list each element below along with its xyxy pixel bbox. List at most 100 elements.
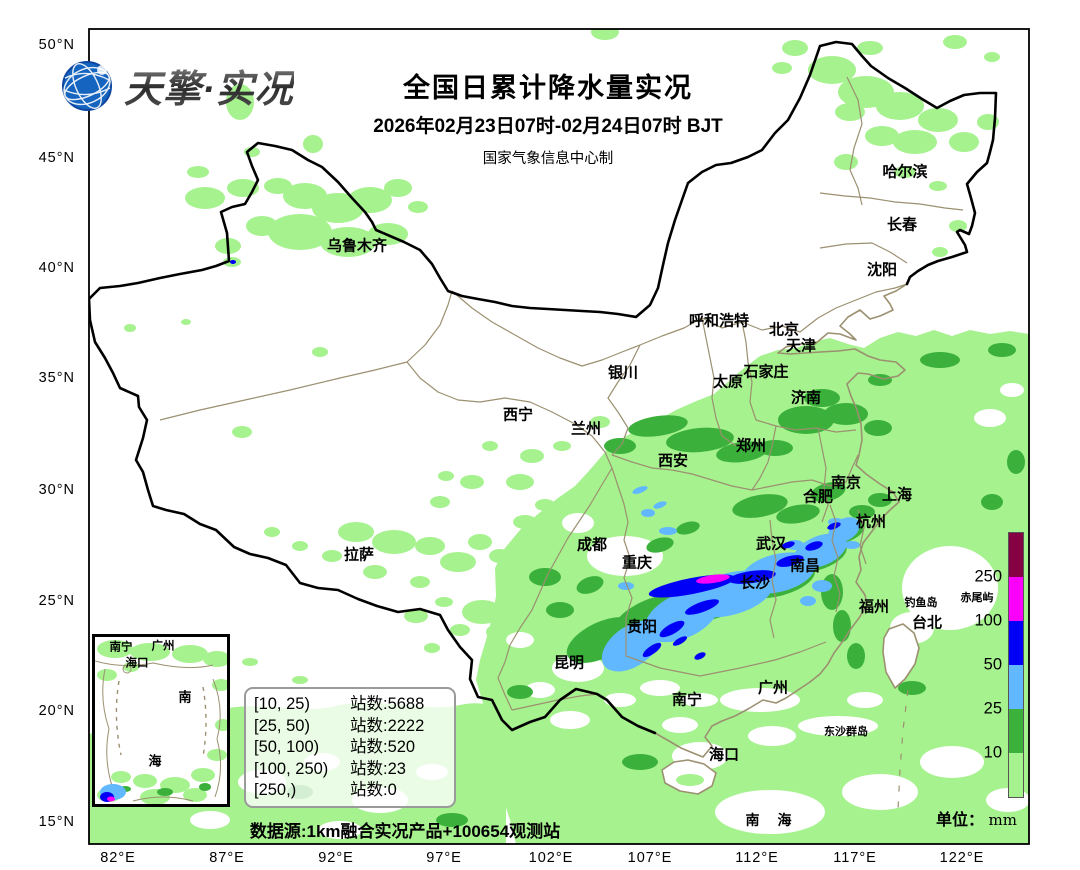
city-label-西宁: 西宁	[502, 406, 534, 424]
city-label-太原: 太原	[712, 373, 744, 391]
legend-range: [10, 25)	[254, 695, 310, 713]
lon-tick-label: 122°E	[939, 850, 985, 866]
city-label-兰州: 兰州	[570, 420, 602, 438]
unit-prefix: 单位：	[936, 812, 985, 829]
legend-row: [250,) 站数:0	[254, 780, 446, 802]
brand-name: 天擎·实况	[124, 58, 294, 113]
brand-logo: 天擎·实况	[58, 56, 294, 114]
city-label-长沙: 长沙	[739, 574, 771, 592]
lon-tick-label: 117°E	[833, 850, 877, 866]
station-count-legend: [10, 25) 站数:5688 [25, 50) 站数:2222 [50, 100) 站…	[244, 687, 456, 808]
lat-tick-label: 50°N	[38, 37, 75, 53]
lon-tick-label: 97°E	[426, 850, 462, 866]
city-label-重庆: 重庆	[621, 554, 653, 572]
legend-station-count: 站数:23	[350, 759, 406, 778]
map-producer: 国家气象信息中心制	[482, 151, 614, 167]
city-label-南宁: 南宁	[671, 691, 703, 709]
legend-station-count: 站数:0	[350, 781, 397, 799]
colorbar-tick-label: 50	[983, 655, 1002, 674]
inset-label-南宁: 南宁	[109, 641, 133, 654]
colorbar-segment	[1009, 709, 1023, 753]
globe-icon	[62, 61, 112, 111]
lon-tick-label: 82°E	[100, 850, 136, 866]
rain-magenta-layer	[696, 574, 730, 584]
lat-tick-label: 40°N	[38, 260, 75, 276]
south-china-sea-inset: 南宁 广州 海口南海	[92, 634, 230, 807]
city-label-乌鲁木齐: 乌鲁木齐	[326, 237, 388, 255]
legend-station-count: 站数:5688	[350, 695, 425, 713]
colorbar-tick-label: 10	[983, 743, 1002, 762]
city-label-哈尔滨: 哈尔滨	[882, 163, 928, 181]
legend-rows: [10, 25) 站数:5688 [25, 50) 站数:2222 [50, 100) 站…	[254, 694, 446, 802]
city-label-拉萨: 拉萨	[343, 546, 375, 564]
colorbar-segment	[1009, 577, 1023, 621]
city-label-台北: 台北	[911, 614, 943, 632]
map-period: 2026年02月23日07时-02月24日07时 BJT	[373, 116, 723, 137]
colorbar-segment	[1009, 665, 1023, 709]
sea-feature-label: 南 海	[745, 812, 799, 828]
lon-tick-label: 102°E	[528, 850, 574, 866]
city-label-北京: 北京	[768, 321, 800, 339]
lat-tick-label: 15°N	[38, 814, 75, 830]
precip-colorbar	[1008, 532, 1024, 798]
legend-range: [25, 50)	[254, 716, 310, 735]
lat-tick-label: 20°N	[38, 703, 75, 719]
lat-tick-label: 25°N	[38, 593, 75, 609]
inset-label-广州: 广州	[151, 640, 175, 653]
legend-range: [250,)	[254, 781, 297, 799]
lat-tick-label: 35°N	[38, 370, 75, 386]
city-label-长春: 长春	[886, 216, 918, 234]
city-label-广州: 广州	[757, 679, 789, 697]
colorbar-unit: 单位： mm	[936, 806, 1017, 830]
lon-tick-label: 112°E	[735, 850, 779, 866]
lon-tick-label: 107°E	[627, 850, 673, 866]
city-label-武汉: 武汉	[755, 535, 787, 553]
legend-range: [100, 250)	[254, 759, 329, 778]
inset-label-海: 海	[148, 753, 162, 769]
colorbar-tick-label: 100	[974, 611, 1002, 630]
sea-feature-label: 东沙群岛	[824, 726, 868, 738]
colorbar-tick-label: 25	[983, 699, 1002, 718]
legend-station-count: 站数:520	[350, 738, 416, 756]
inset-label-海口: 海口	[125, 657, 149, 670]
city-label-沈阳: 沈阳	[866, 261, 898, 279]
sea-feature-label: 赤尾屿	[960, 592, 994, 604]
inset-label-南: 南	[178, 689, 192, 705]
lon-tick-label: 92°E	[318, 850, 354, 866]
map-title: 全国日累计降水量实况	[403, 73, 693, 103]
lon-tick-label: 87°E	[209, 850, 245, 866]
city-label-呼和浩特: 呼和浩特	[688, 312, 750, 330]
city-label-上海: 上海	[881, 486, 913, 504]
city-label-南京: 南京	[830, 474, 862, 492]
city-label-银川: 银川	[607, 364, 639, 382]
legend-range: [50, 100)	[254, 738, 320, 756]
city-label-郑州: 郑州	[735, 437, 767, 455]
city-label-济南: 济南	[790, 389, 822, 407]
city-label-杭州: 杭州	[855, 513, 887, 531]
city-label-合肥: 合肥	[802, 488, 834, 506]
colorbar-segment	[1009, 621, 1023, 665]
city-label-昆明: 昆明	[553, 654, 585, 672]
legend-row: [50, 100) 站数:520	[254, 737, 446, 759]
city-label-西安: 西安	[657, 452, 689, 470]
province-borders	[159, 76, 964, 811]
legend-row: [100, 250) 站数:23	[254, 759, 446, 781]
lat-tick-label: 30°N	[38, 482, 75, 498]
rain-blue-layer	[230, 260, 841, 660]
title-block: 全国日累计降水量实况 2026年02月23日07时-02月24日07时 BJT …	[298, 66, 798, 168]
city-label-天津: 天津	[785, 337, 817, 355]
colorbar-tick-label: 250	[974, 567, 1002, 586]
inset-map-graphic	[95, 640, 227, 804]
lat-tick-label: 45°N	[38, 150, 75, 166]
legend-row: [10, 25) 站数:5688	[254, 694, 446, 716]
legend-station-count: 站数:2222	[350, 716, 425, 735]
map-frame	[88, 28, 1030, 845]
legend-row: [25, 50) 站数:2222	[254, 716, 446, 738]
city-label-成都: 成都	[576, 536, 608, 554]
sea-feature-label: 钓鱼岛	[904, 597, 938, 609]
unit-mm: mm	[988, 811, 1017, 829]
data-source-note: 数据源:1km融合实况产品+100654观测站	[249, 822, 561, 841]
city-label-海口: 海口	[708, 746, 740, 764]
city-label-南昌: 南昌	[789, 557, 821, 575]
